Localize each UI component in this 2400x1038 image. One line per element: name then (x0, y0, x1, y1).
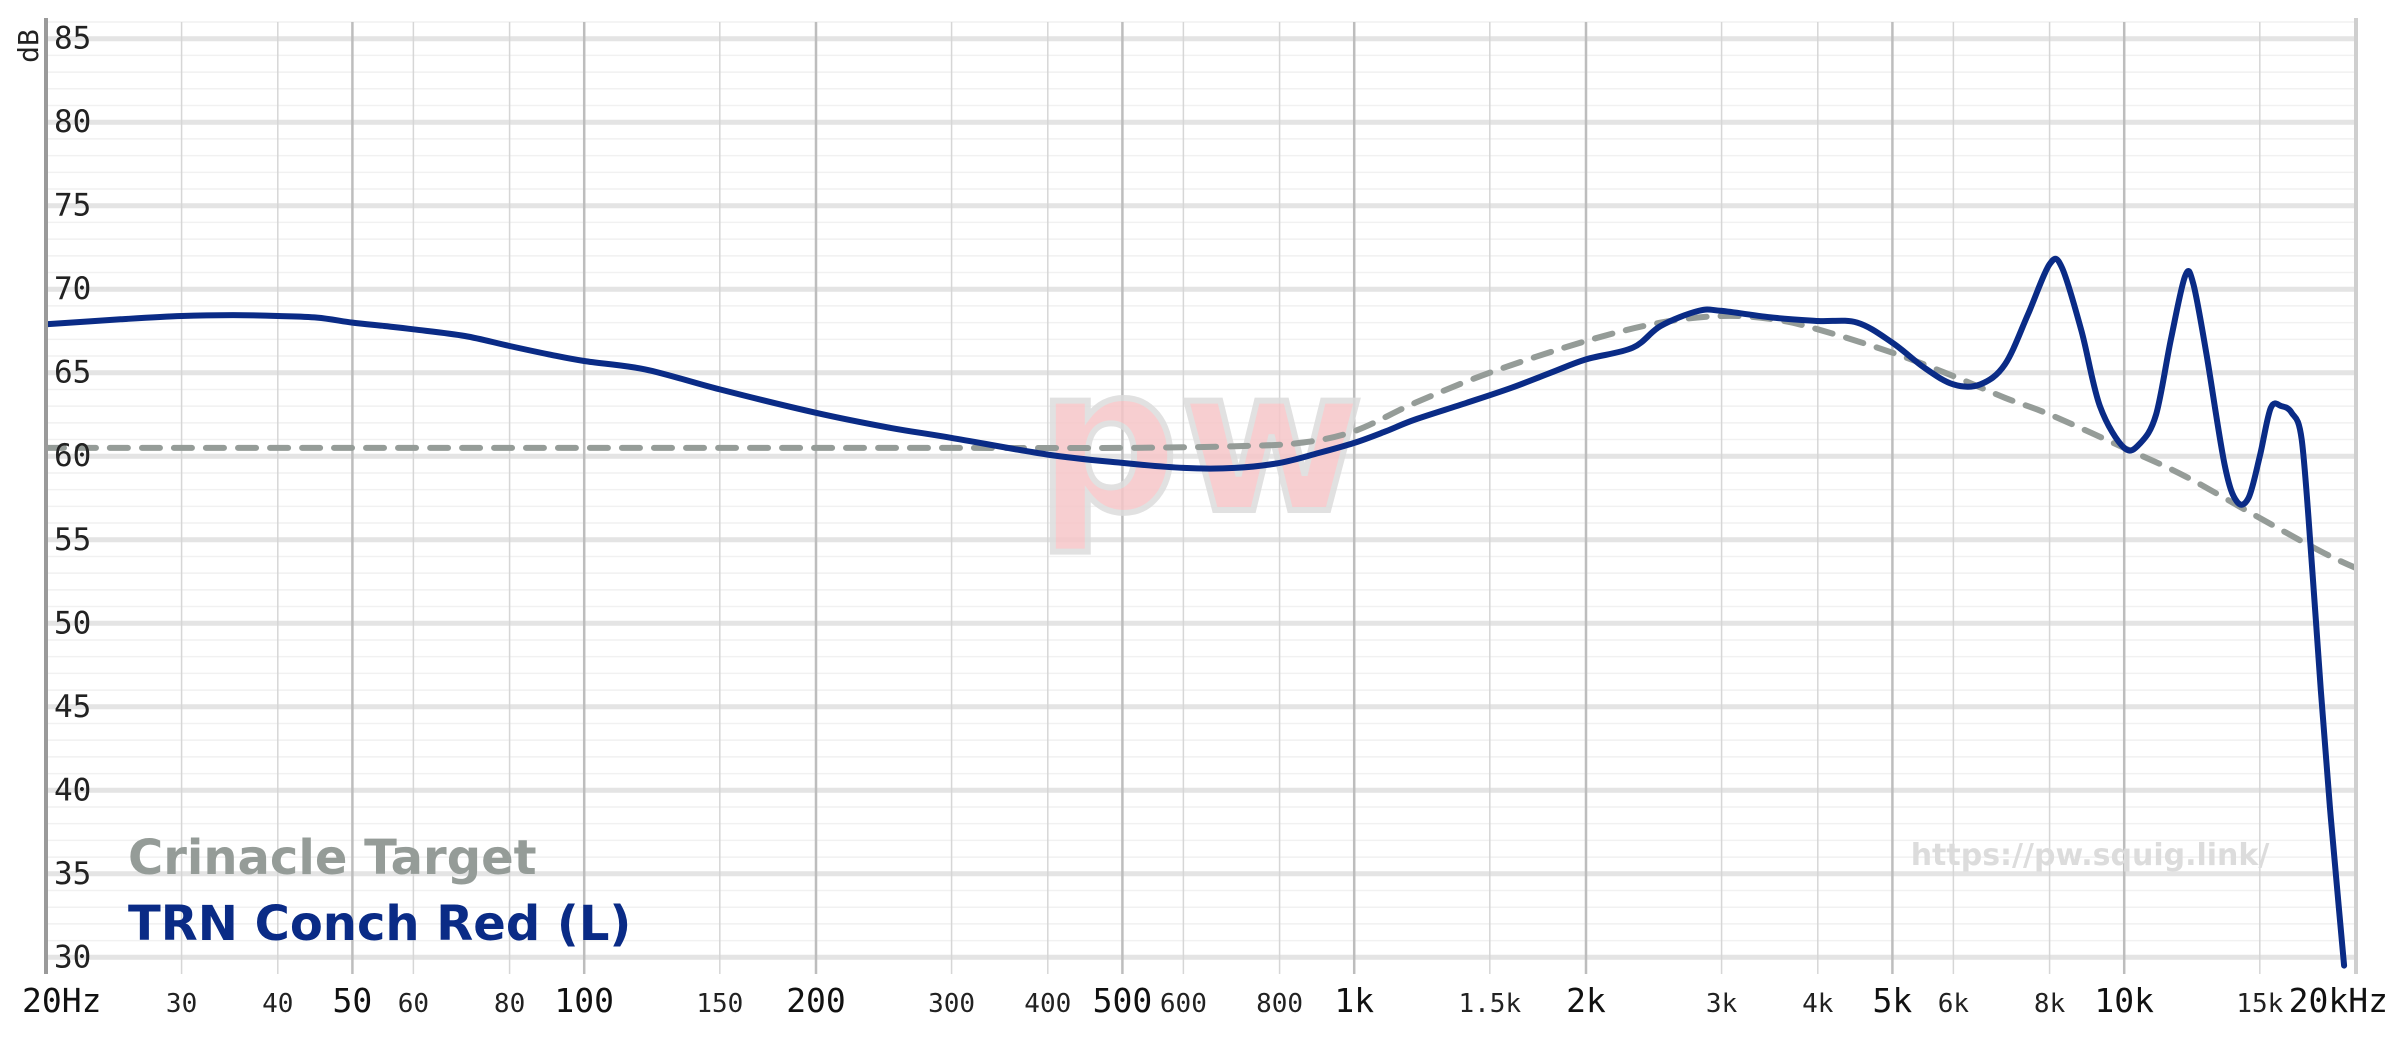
y-tick-label: 70 (54, 271, 91, 307)
x-tick-label: 6k (1938, 989, 1970, 1019)
x-tick-label: 300 (928, 989, 975, 1019)
x-tick-label: 150 (696, 989, 743, 1019)
x-tick-label: 600 (1160, 989, 1207, 1019)
series-layer (46, 255, 2356, 969)
y-tick-label: 75 (54, 188, 91, 224)
legend: Crinacle Target TRN Conch Red (L) (128, 830, 631, 952)
y-tick-label: 50 (54, 605, 91, 641)
legend-entry: Crinacle Target (128, 830, 537, 886)
x-tick-label: 60 (398, 989, 429, 1019)
x-tick-label: 4k (1802, 989, 1834, 1019)
x-tick-label: 1k (1334, 981, 1374, 1020)
x-tick-label: 100 (554, 981, 614, 1020)
measurement-curve (46, 255, 2348, 969)
x-tick-label: 30 (166, 989, 197, 1019)
x-tick-label: 8k (2034, 989, 2066, 1019)
y-tick-label: 30 (54, 939, 91, 975)
x-tick-label: 5k (1873, 981, 1913, 1020)
y-tick-label: 60 (54, 438, 91, 474)
y-tick-label: 40 (54, 772, 91, 808)
legend-entry: TRN Conch Red (L) (128, 896, 631, 952)
watermark-url: https://pw.squig.link/ (1911, 838, 2270, 873)
tick-labels: 85 80 75 70 65 60 55 50 45 40 35 30 dB 20Hz 30 40 50 60 80… (12, 21, 2388, 1020)
x-tick-label: 500 (1093, 981, 1153, 1020)
y-tick-label: 55 (54, 522, 91, 558)
y-axis-label: dB (12, 29, 45, 63)
y-tick-label: 85 (54, 21, 91, 57)
y-tick-label: 80 (54, 104, 91, 140)
x-tick-label: 3k (1706, 989, 1738, 1019)
target-curve (46, 312, 2356, 572)
grid (44, 21, 2358, 974)
x-tick-label: 20kHz (2289, 981, 2388, 1020)
axes (44, 18, 2358, 974)
y-tick-label: 35 (54, 856, 91, 892)
x-tick-label: 800 (1256, 989, 1303, 1019)
x-tick-label: 10k (2094, 981, 2154, 1020)
y-tick-label: 65 (54, 355, 91, 391)
x-tick-label: 2k (1566, 981, 1606, 1020)
y-tick-label: 45 (54, 689, 91, 725)
x-tick-label: 200 (786, 981, 846, 1020)
x-tick-label: 1.5k (1458, 989, 1521, 1019)
x-tick-label: 40 (262, 989, 293, 1019)
x-tick-label: 400 (1024, 989, 1071, 1019)
x-tick-label: 50 (333, 981, 373, 1020)
x-tick-label: 15k (2236, 989, 2283, 1019)
x-tick-label: 80 (494, 989, 525, 1019)
x-tick-label: 20Hz (22, 981, 101, 1020)
